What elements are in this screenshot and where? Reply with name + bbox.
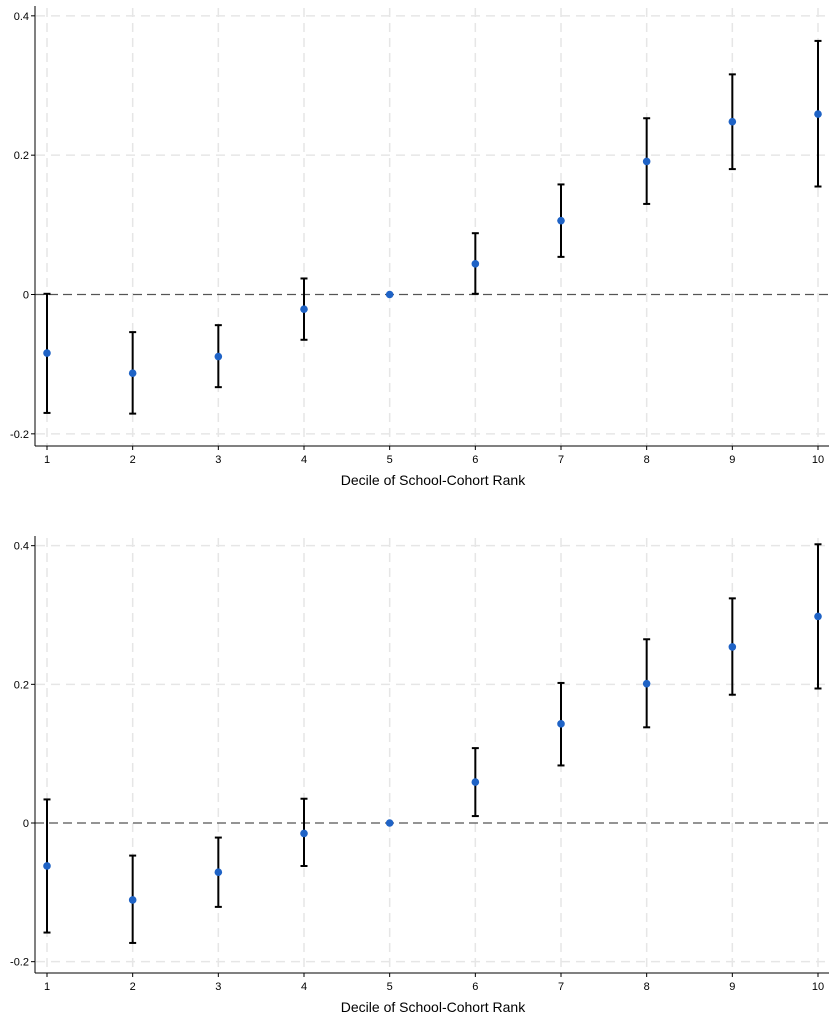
data-point bbox=[814, 612, 822, 621]
x-tick-label: 5 bbox=[387, 981, 393, 993]
data-point bbox=[385, 819, 394, 827]
x-tick-label: 9 bbox=[729, 454, 735, 466]
x-tick-label: 4 bbox=[301, 981, 307, 993]
x-tick-label: 7 bbox=[558, 454, 564, 466]
x-tick-label: 8 bbox=[644, 454, 650, 466]
data-point bbox=[642, 679, 651, 688]
y-tick-label: 0.4 bbox=[14, 11, 29, 23]
x-tick-label: 8 bbox=[644, 981, 650, 993]
data-point bbox=[642, 157, 651, 166]
data-point bbox=[300, 829, 308, 838]
data-point bbox=[471, 260, 480, 268]
y-tick-label: 0.2 bbox=[14, 679, 29, 691]
chart-panel-1: -0.2 0 0.2 0.4 1 2 3 4 5 6 7 8 9 10 Decile of School-C… bbox=[10, 6, 829, 488]
x-tick-label: 6 bbox=[472, 981, 478, 993]
chart-panel-2: -0.2 0 0.2 0.4 1 2 3 4 5 6 7 8 9 10 Decile of School-C… bbox=[10, 536, 829, 1015]
data-point bbox=[728, 643, 737, 651]
x-tick-label: 7 bbox=[558, 981, 564, 993]
data-point bbox=[385, 290, 394, 299]
y-tick-label: -0.2 bbox=[10, 429, 29, 441]
y-tick-label: 0 bbox=[23, 818, 29, 830]
y-tick-label: 0.2 bbox=[14, 150, 29, 162]
x-tick-label: 10 bbox=[812, 454, 824, 466]
data-point bbox=[43, 862, 51, 870]
x-tick-label: 1 bbox=[44, 454, 50, 466]
x-tick-label: 5 bbox=[387, 454, 393, 466]
y-tick-label: 0.4 bbox=[14, 541, 29, 553]
x-tick-label: 4 bbox=[301, 454, 307, 466]
x-tick-label: 9 bbox=[729, 981, 735, 993]
x-tick-label: 2 bbox=[130, 981, 136, 993]
y-tick-label: -0.2 bbox=[10, 957, 29, 969]
x-tick-label: 6 bbox=[472, 454, 478, 466]
x-tick-label: 3 bbox=[215, 454, 221, 466]
x-tick-label: 1 bbox=[44, 981, 50, 993]
data-point bbox=[214, 868, 223, 877]
data-point bbox=[128, 369, 137, 378]
y-tick-label: 0 bbox=[23, 290, 29, 302]
data-point bbox=[43, 349, 51, 357]
data-point bbox=[300, 305, 308, 313]
data-point bbox=[557, 720, 565, 728]
x-tick-label: 3 bbox=[215, 981, 221, 993]
data-point bbox=[728, 117, 737, 126]
x-axis-title: Decile of School-Cohort Rank bbox=[341, 472, 526, 488]
data-point bbox=[814, 110, 822, 118]
x-tick-label: 10 bbox=[812, 981, 824, 993]
x-tick-label: 2 bbox=[130, 454, 136, 466]
data-point bbox=[214, 352, 223, 361]
data-point bbox=[471, 778, 480, 786]
data-point bbox=[557, 216, 565, 225]
data-point bbox=[128, 896, 137, 904]
x-axis-title: Decile of School-Cohort Rank bbox=[341, 999, 526, 1014]
